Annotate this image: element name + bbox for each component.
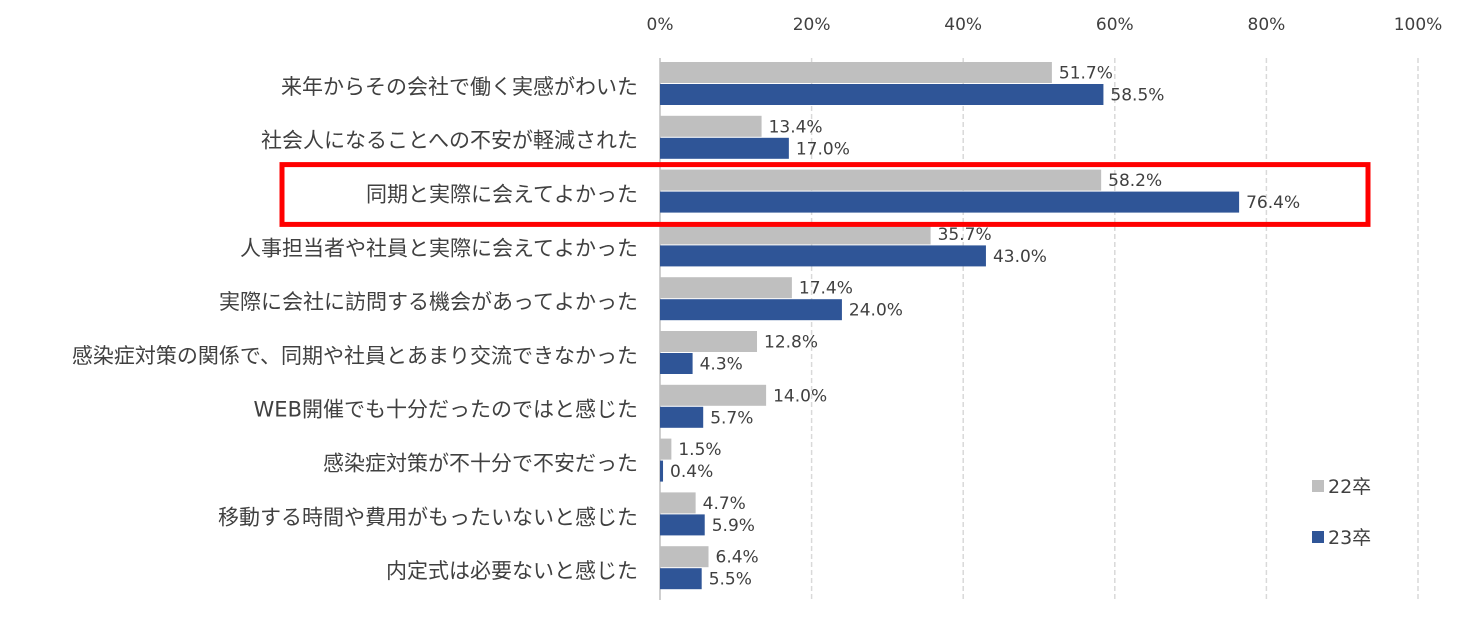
data-label: 76.4% xyxy=(1246,193,1300,213)
bar-23 xyxy=(660,514,705,536)
bars xyxy=(660,62,1240,590)
bar-23 xyxy=(660,191,1240,213)
category-label: 実際に会社に訪問する機会があってよかった xyxy=(219,290,638,314)
x-tick-label: 100% xyxy=(1394,15,1443,35)
category-label: 感染症対策の関係で、同期や社員とあまり交流できなかった xyxy=(72,344,638,368)
category-labels: 来年からその会社で働く実感がわいた社会人になることへの不安が軽減された同期と実際… xyxy=(72,75,638,583)
legend-swatch xyxy=(1312,480,1324,492)
data-label: 14.0% xyxy=(773,386,827,406)
x-tick-label: 40% xyxy=(944,15,982,35)
legend-label: 23卒 xyxy=(1328,527,1371,549)
legend: 22卒 23卒 xyxy=(1312,476,1371,549)
data-label: 0.4% xyxy=(670,462,713,482)
bar-23 xyxy=(660,460,664,482)
highlight-box xyxy=(279,162,1371,227)
category-label: 同期と実際に会えてよかった xyxy=(366,183,638,207)
data-label: 13.4% xyxy=(769,117,823,137)
category-label: 感染症対策が不十分で不安だった xyxy=(323,452,638,476)
bar-22 xyxy=(660,492,696,514)
data-label: 35.7% xyxy=(938,225,992,245)
bar-22 xyxy=(660,384,767,406)
value-labels: 51.7%58.5% 13.4%17.0% 58.2% 76.4% 35.7%43.0%… xyxy=(670,64,1300,590)
x-tick-label: 60% xyxy=(1096,15,1134,35)
category-label: 移動する時間や費用がもったいないと感じた xyxy=(218,505,638,529)
legend-label: 22卒 xyxy=(1328,476,1371,498)
category-label: WEB開催でも十分だったのではと感じた xyxy=(254,398,638,422)
data-label: 4.3% xyxy=(700,355,743,375)
data-label: 24.0% xyxy=(849,301,903,321)
data-label: 1.5% xyxy=(678,440,721,460)
legend-swatch xyxy=(1312,531,1324,543)
category-label: 来年からその会社で働く実感がわいた xyxy=(281,75,638,99)
data-label: 58.2% xyxy=(1108,171,1162,191)
data-label: 5.7% xyxy=(710,408,753,428)
category-label: 社会人になることへの不安が軽減された xyxy=(261,129,638,153)
bar-23 xyxy=(660,406,704,428)
category-label: 人事担当者や社員と実際に会えてよかった xyxy=(240,236,638,260)
x-axis-ticks: 0% 20% 40% 60% 80% 100% xyxy=(647,15,1443,35)
data-label: 5.5% xyxy=(709,570,752,590)
bar-22 xyxy=(660,546,709,568)
x-tick-label: 0% xyxy=(647,15,674,35)
bar-22 xyxy=(660,223,931,245)
bar-23 xyxy=(660,353,693,374)
data-label: 4.7% xyxy=(703,494,746,514)
x-tick-label: 80% xyxy=(1248,15,1286,35)
bar-23 xyxy=(660,137,789,159)
bar-22 xyxy=(660,438,672,460)
bar-22 xyxy=(660,115,762,137)
bar-23 xyxy=(660,568,702,590)
bar-22 xyxy=(660,169,1102,191)
data-label: 58.5% xyxy=(1110,86,1164,106)
data-label: 17.0% xyxy=(796,139,850,159)
data-label: 12.8% xyxy=(764,333,818,353)
data-label: 6.4% xyxy=(716,548,759,568)
bar-23 xyxy=(660,245,986,267)
bar-22 xyxy=(660,62,1052,83)
data-label: 5.9% xyxy=(712,516,755,536)
bar-23 xyxy=(660,84,1104,105)
category-label: 内定式は必要ないと感じた xyxy=(386,559,638,583)
x-tick-label: 20% xyxy=(793,15,831,35)
bar-22 xyxy=(660,277,792,299)
data-label: 43.0% xyxy=(993,247,1047,267)
data-label: 17.4% xyxy=(799,279,853,299)
data-label: 51.7% xyxy=(1059,64,1113,84)
highlight-rectangle xyxy=(279,162,1371,227)
bar-23 xyxy=(660,299,842,321)
bar-22 xyxy=(660,331,758,352)
